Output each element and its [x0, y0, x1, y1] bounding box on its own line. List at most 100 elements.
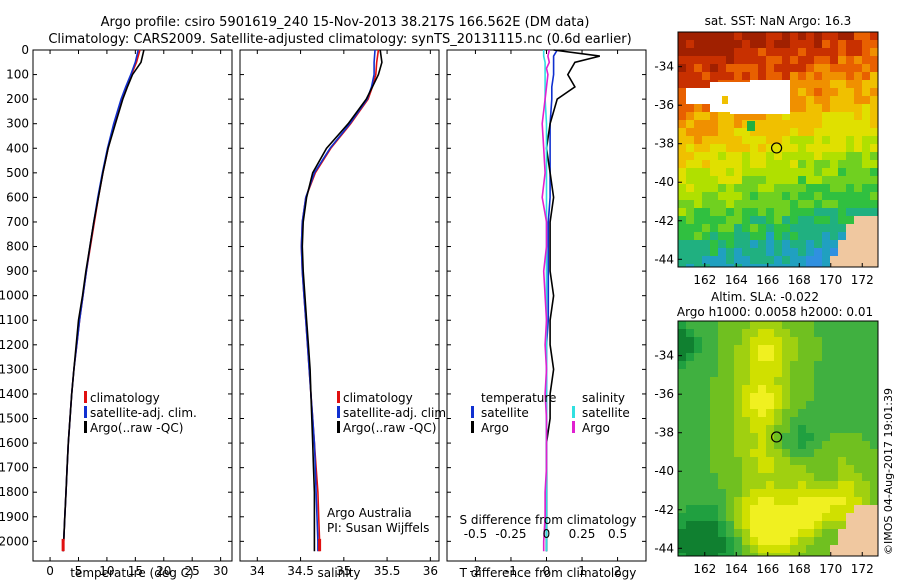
sla-cell: [686, 425, 694, 433]
sla-cell: [798, 361, 806, 369]
sla-cell: [766, 345, 774, 353]
y-tick-label: 0: [21, 43, 29, 57]
sla-cell: [710, 377, 718, 385]
sst-cell: [758, 176, 766, 184]
sst-cell: [838, 40, 846, 48]
sla-cell: [702, 425, 710, 433]
sla-cell: [806, 521, 814, 529]
header-line2: Climatology: CARS2009. Satellite-adjuste…: [48, 32, 631, 47]
sst-cell: [822, 216, 830, 224]
sst-cell: [814, 136, 822, 144]
sla-cell: [702, 369, 710, 377]
y-tick-label: 500: [6, 166, 29, 180]
sla-cell: [774, 457, 782, 465]
sst-cell: [806, 224, 814, 232]
sst-cell: [686, 40, 694, 48]
sla-cell: [822, 369, 830, 377]
sla-cell: [750, 449, 758, 457]
sst-cell: [734, 208, 742, 216]
sla-cell: [710, 473, 718, 481]
sla-cell: [742, 521, 750, 529]
y-tick-label: 1900: [0, 510, 29, 524]
sla-cell: [734, 337, 742, 345]
sla-cell: [806, 537, 814, 545]
sla-cell: [718, 361, 726, 369]
series-line: [301, 49, 383, 552]
sla-cell: [718, 321, 726, 329]
sla-cell: [766, 409, 774, 417]
sla-cell: [750, 521, 758, 529]
sst-cell: [766, 176, 774, 184]
sla-cell: [846, 337, 854, 345]
sst-cell: [846, 64, 854, 72]
sst-cell: [726, 176, 734, 184]
sla-cell: [742, 529, 750, 537]
sla-cell: [838, 393, 846, 401]
sla-cell: [790, 513, 798, 521]
sst-cell: [814, 208, 822, 216]
sla-cell: [806, 433, 814, 441]
sla-cell: [758, 337, 766, 345]
sla-cell: [822, 337, 830, 345]
sla-cell: [678, 545, 686, 553]
sla-cell: [718, 553, 726, 556]
sst-cell: [694, 80, 702, 88]
sst-cell: [814, 48, 822, 56]
sla-cell: [710, 361, 718, 369]
sla-cell: [830, 361, 838, 369]
sst-cell: [766, 248, 774, 256]
sla-cell: [870, 505, 878, 513]
sst-cell: [750, 128, 758, 136]
sla-cell: [686, 369, 694, 377]
sst-cell: [678, 104, 686, 112]
sst-cell: [870, 224, 878, 232]
sst-cell: [702, 264, 710, 267]
sst-cell: [870, 256, 878, 264]
sla-cell: [798, 473, 806, 481]
sla-cell: [750, 441, 758, 449]
legend-swatch-climatology: [84, 391, 87, 403]
legend-label-climatology: climatology: [343, 391, 413, 405]
sst-cell: [790, 224, 798, 232]
sla-cell: [830, 521, 838, 529]
sla-cell: [846, 393, 854, 401]
sst-cell: [702, 72, 710, 80]
sst-cell: [686, 160, 694, 168]
legend-label-argo: Argo(..raw -QC): [90, 421, 183, 435]
sla-cell: [758, 521, 766, 529]
sst-cell: [686, 240, 694, 248]
sla-cell: [854, 345, 862, 353]
sla-cell: [846, 417, 854, 425]
sst-cell: [846, 128, 854, 136]
sst-cell: [870, 40, 878, 48]
sla-cell: [726, 345, 734, 353]
sst-cell: [758, 232, 766, 240]
sla-cell: [734, 449, 742, 457]
sst-cell: [742, 56, 750, 64]
sst-cell: [702, 144, 710, 152]
sla-cell: [830, 489, 838, 497]
sst-cell: [862, 32, 870, 40]
sst-cell: [702, 208, 710, 216]
sla-cell: [814, 441, 822, 449]
sst-cell: [806, 80, 814, 88]
sla-cell: [734, 441, 742, 449]
sst-cell: [774, 48, 782, 56]
y-tick-label: 1700: [0, 461, 29, 475]
sla-cell: [806, 481, 814, 489]
sst-cell: [758, 224, 766, 232]
sla-cell: [806, 457, 814, 465]
sla-cell: [710, 417, 718, 425]
sst-cell: [686, 128, 694, 136]
sla-cell: [814, 457, 822, 465]
sla-cell: [838, 401, 846, 409]
sla-cell: [830, 537, 838, 545]
sst-cell: [838, 56, 846, 64]
sst-cell: [814, 80, 822, 88]
sla-cell: [838, 353, 846, 361]
sst-cell: [750, 248, 758, 256]
sst-cell: [750, 256, 758, 264]
x-tick-label: 10: [99, 564, 114, 578]
sla-cell: [830, 481, 838, 489]
sla-cell: [686, 345, 694, 353]
